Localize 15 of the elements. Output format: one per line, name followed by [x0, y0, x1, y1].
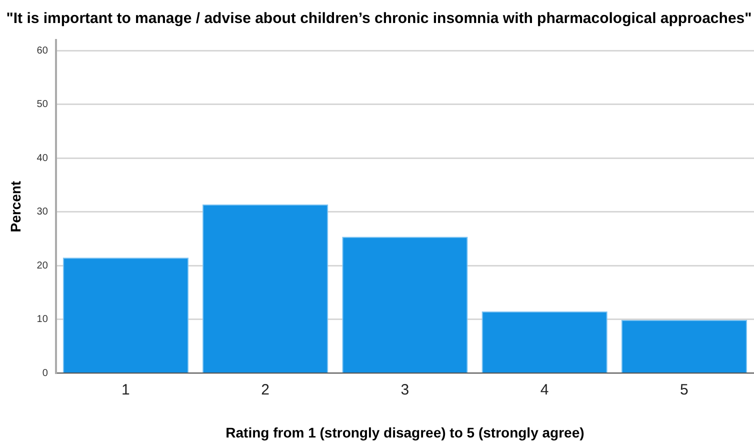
y-tick-label: 50: [36, 99, 48, 110]
y-tick-label: 10: [36, 314, 48, 326]
x-tick-label: 1: [122, 381, 130, 398]
y-tick-label: 40: [36, 152, 48, 164]
y-tick-label: 30: [36, 206, 48, 218]
x-tick-label: 2: [261, 381, 270, 398]
x-axis-title: Rating from 1 (strongly disagree) to 5 (strongly agree): [226, 424, 584, 440]
x-tick-label: 5: [680, 381, 688, 398]
chart-title: "It is important to manage / advise about children’s chronic insomnia with pharmacological approaches": [6, 10, 752, 28]
y-tick-label: 60: [36, 46, 48, 56]
x-tick-label: 3: [400, 381, 410, 398]
y-tick-label: 0: [42, 368, 48, 379]
y-tick-label: 20: [36, 260, 48, 272]
x-tick-label: 4: [540, 381, 549, 398]
y-axis-title: Percent: [7, 180, 24, 232]
